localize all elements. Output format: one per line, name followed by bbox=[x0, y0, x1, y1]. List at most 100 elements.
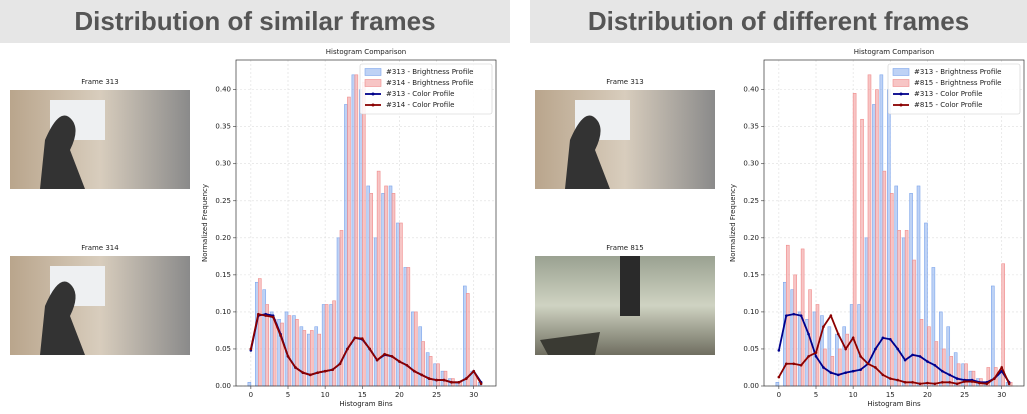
marker bbox=[852, 337, 855, 340]
marker bbox=[324, 370, 327, 373]
legend-swatch bbox=[372, 93, 375, 96]
marker bbox=[941, 381, 944, 384]
marker bbox=[376, 359, 379, 362]
marker bbox=[874, 366, 877, 369]
marker bbox=[368, 348, 371, 351]
y-tick-label: 0.40 bbox=[743, 86, 759, 94]
bar bbox=[441, 371, 444, 386]
y-tick-label: 0.40 bbox=[215, 86, 231, 94]
bar bbox=[850, 305, 853, 387]
marker bbox=[406, 364, 409, 367]
bar bbox=[359, 90, 362, 386]
frame-label: Frame 815 bbox=[606, 244, 643, 252]
marker bbox=[1000, 366, 1003, 369]
bar bbox=[875, 90, 878, 386]
marker bbox=[837, 333, 840, 336]
bar bbox=[310, 330, 313, 386]
legend-swatch bbox=[893, 80, 909, 87]
bar bbox=[370, 193, 373, 386]
bar bbox=[902, 238, 905, 386]
panel-heading: Distribution of different frames bbox=[588, 6, 969, 36]
marker bbox=[398, 360, 401, 363]
marker bbox=[800, 364, 803, 367]
legend-swatch bbox=[900, 104, 903, 107]
bar bbox=[890, 193, 893, 386]
bar bbox=[463, 286, 466, 386]
bar bbox=[411, 312, 414, 386]
marker bbox=[948, 381, 951, 384]
marker bbox=[882, 337, 885, 340]
marker bbox=[941, 370, 944, 373]
bar bbox=[315, 327, 318, 386]
bar bbox=[972, 371, 975, 386]
marker bbox=[458, 381, 461, 384]
bar bbox=[913, 260, 916, 386]
marker bbox=[844, 348, 847, 351]
y-axis-label: Normalized Frequency bbox=[729, 184, 737, 262]
bar bbox=[325, 305, 328, 387]
bar bbox=[794, 275, 797, 386]
marker bbox=[874, 348, 877, 351]
frame-label: Frame 314 bbox=[81, 244, 119, 252]
y-tick-label: 0.20 bbox=[743, 234, 759, 242]
marker bbox=[926, 382, 929, 385]
marker bbox=[815, 355, 818, 358]
marker bbox=[294, 366, 297, 369]
marker bbox=[316, 371, 319, 374]
marker bbox=[948, 374, 951, 377]
marker bbox=[904, 381, 907, 384]
marker bbox=[792, 313, 795, 316]
marker bbox=[383, 353, 386, 356]
marker bbox=[413, 370, 416, 373]
y-tick-label: 0.25 bbox=[743, 197, 759, 205]
marker bbox=[993, 377, 996, 380]
marker bbox=[911, 381, 914, 384]
bar bbox=[258, 279, 261, 386]
y-axis-label: Normalized Frequency bbox=[201, 184, 209, 262]
marker bbox=[778, 376, 781, 379]
marker bbox=[807, 355, 810, 358]
bar bbox=[991, 286, 994, 386]
x-tick-label: 5 bbox=[814, 391, 818, 399]
bar bbox=[942, 349, 945, 386]
x-tick-label: 15 bbox=[358, 391, 367, 399]
marker bbox=[435, 379, 438, 382]
y-tick-label: 0.30 bbox=[215, 160, 231, 168]
x-axis-label: Histogram Bins bbox=[339, 400, 393, 408]
bar bbox=[798, 312, 801, 386]
marker bbox=[1008, 382, 1011, 385]
x-tick-label: 10 bbox=[321, 391, 330, 399]
marker bbox=[465, 377, 468, 380]
bar bbox=[927, 327, 930, 386]
chart-title: Histogram Comparison bbox=[854, 48, 934, 56]
marker bbox=[852, 370, 855, 373]
y-tick-label: 0.00 bbox=[215, 382, 231, 390]
marker bbox=[800, 314, 803, 317]
bar bbox=[374, 238, 377, 386]
marker bbox=[889, 338, 892, 341]
marker bbox=[778, 349, 781, 352]
marker bbox=[926, 360, 929, 363]
marker bbox=[450, 381, 453, 384]
legend-label: #313 - Color Profile bbox=[914, 90, 982, 98]
bar bbox=[414, 312, 417, 386]
bar bbox=[939, 312, 942, 386]
marker bbox=[815, 351, 818, 354]
bar bbox=[932, 267, 935, 386]
bar bbox=[344, 104, 347, 386]
y-tick-label: 0.35 bbox=[215, 123, 231, 131]
marker bbox=[919, 355, 922, 358]
bar bbox=[422, 342, 425, 386]
y-tick-label: 0.25 bbox=[215, 197, 231, 205]
marker bbox=[279, 334, 282, 337]
y-tick-label: 0.15 bbox=[743, 271, 759, 279]
bar bbox=[954, 353, 957, 386]
y-tick-label: 0.10 bbox=[215, 308, 231, 316]
chart-title: Histogram Comparison bbox=[326, 48, 406, 56]
legend-swatch bbox=[900, 93, 903, 96]
bar bbox=[322, 305, 325, 387]
marker bbox=[859, 355, 862, 358]
marker bbox=[264, 314, 267, 317]
y-tick-label: 0.05 bbox=[743, 345, 759, 353]
bar bbox=[318, 334, 321, 386]
